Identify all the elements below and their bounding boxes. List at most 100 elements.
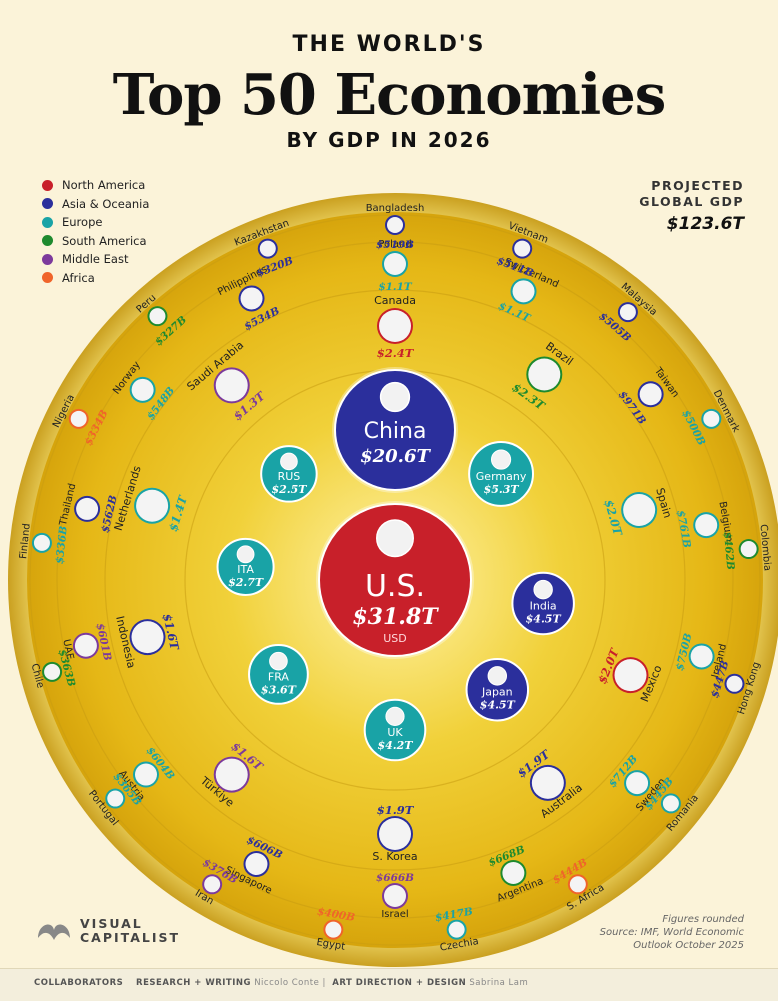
flag-iran bbox=[204, 876, 221, 893]
economy-mexico: Mexico$2.0T bbox=[595, 645, 665, 704]
bubble-fra bbox=[248, 643, 309, 705]
credits-research-role: RESEARCH + WRITING bbox=[136, 978, 251, 988]
label-name-uk: UK bbox=[387, 726, 403, 739]
title-main: Top 50 Economies bbox=[112, 62, 667, 128]
flag-uae bbox=[74, 634, 97, 657]
flag-romania bbox=[662, 795, 679, 812]
legend-item: Middle East bbox=[42, 250, 149, 269]
source-line-3: Outlook October 2025 bbox=[633, 940, 744, 951]
label-value-poland: $1.1T bbox=[378, 281, 413, 293]
economy-uae: UAE $601B bbox=[60, 622, 113, 662]
label-name-india: India bbox=[530, 599, 557, 612]
legend-item: Africa bbox=[42, 269, 149, 288]
flag-norway bbox=[131, 378, 154, 401]
label-name-uae: UAE bbox=[60, 638, 75, 660]
flag-portugal bbox=[107, 790, 124, 807]
economy-japan: Japan$4.5T bbox=[465, 657, 530, 722]
flag-kazakhstan bbox=[259, 240, 276, 257]
global-gdp-label-2: GLOBAL GDP bbox=[639, 194, 744, 209]
flag-uk bbox=[385, 706, 405, 726]
flag-philippines bbox=[240, 287, 263, 310]
bubble-u-s bbox=[318, 503, 472, 657]
flag-nigeria bbox=[70, 410, 87, 427]
legend-item: North America bbox=[42, 176, 149, 195]
credits-design-role: ART DIRECTION + DESIGN bbox=[332, 978, 467, 988]
legend-label: Middle East bbox=[62, 252, 129, 267]
label-name-israel: Israel bbox=[381, 909, 408, 920]
bubble-uk bbox=[363, 698, 427, 762]
brand-word-1: VISUAL bbox=[80, 916, 143, 931]
flag-germany bbox=[490, 449, 512, 470]
label-value-colombia: $462B bbox=[721, 531, 736, 570]
label-name-egypt: Egypt bbox=[316, 937, 346, 953]
flag-japan bbox=[487, 666, 508, 686]
bubble-china bbox=[334, 369, 456, 491]
label-name-canada: Canada bbox=[374, 294, 416, 307]
economy-bangladesh: Bangladesh $519B bbox=[366, 203, 425, 251]
flag-chile bbox=[44, 663, 61, 680]
legend-swatch bbox=[42, 235, 53, 247]
bubble-india bbox=[511, 571, 575, 636]
label-group-canada: Canada $2.4T bbox=[374, 294, 416, 360]
label-value-india: $4.5T bbox=[526, 612, 562, 625]
credits-research-name: Niccolo Conte bbox=[254, 978, 320, 988]
flag-brazil bbox=[528, 358, 561, 391]
flag-egypt bbox=[325, 921, 342, 938]
flag-netherlands bbox=[136, 489, 169, 522]
global-gdp-box: PROJECTED GLOBAL GDP $123.6T bbox=[639, 178, 744, 234]
economy-fra: FRA$3.6T bbox=[248, 643, 309, 705]
label-value-japan: $4.5T bbox=[480, 699, 516, 712]
label-value-s-korea: $1.9T bbox=[377, 803, 415, 817]
legend-label: South America bbox=[62, 233, 147, 248]
legend-item: Asia & Oceania bbox=[42, 195, 149, 214]
subtitle: BY GDP IN 2026 bbox=[286, 128, 492, 152]
economy-israel: Israel $666B bbox=[376, 872, 414, 920]
legend-swatch bbox=[42, 179, 53, 191]
flag-israel bbox=[384, 885, 406, 907]
label-name-s-korea: S. Korea bbox=[372, 850, 417, 863]
flag-argentina bbox=[502, 861, 525, 884]
label-name-japan: Japan bbox=[481, 686, 513, 699]
title-pre: THE WORLD'S bbox=[292, 32, 486, 57]
label-unit: USD bbox=[383, 632, 407, 645]
flag-s-korea bbox=[379, 818, 411, 850]
label-value-bangladesh: $519B bbox=[376, 239, 414, 251]
credits-design-name: Sabrina Lam bbox=[469, 978, 529, 988]
flag-spain bbox=[623, 493, 656, 526]
source-note: Figures rounded Source: IMF, World Econo… bbox=[600, 913, 744, 952]
flag-fra bbox=[269, 651, 288, 671]
economy-india: India$4.5T bbox=[511, 571, 575, 636]
legend-swatch bbox=[42, 198, 53, 210]
label-name-rus: RUS bbox=[278, 470, 301, 483]
economy-colombia: Colombia $462B bbox=[721, 524, 773, 572]
flag-austria bbox=[134, 763, 157, 786]
flag-bangladesh bbox=[387, 217, 403, 233]
economy-poland: Poland $1.1T bbox=[378, 239, 413, 293]
ring-divider-3 bbox=[56, 241, 734, 919]
brand-word-2: CAPITALIST bbox=[80, 930, 181, 945]
credits: COLLABORATORS RESEARCH + WRITING Niccolo… bbox=[34, 978, 529, 988]
legend: North America Asia & Oceania Europe Sout… bbox=[42, 176, 149, 287]
label-value-rus: $2.5T bbox=[271, 483, 307, 496]
label-group-finland: Finland $336B bbox=[18, 523, 70, 565]
flag-poland bbox=[384, 253, 406, 275]
flag-mexico bbox=[614, 659, 647, 692]
flag-malaysia bbox=[619, 304, 636, 321]
economy-u-s: U.S.$31.8T USD bbox=[316, 501, 474, 659]
label-group-israel: Israel $666B bbox=[376, 872, 414, 920]
flag-colombia bbox=[740, 541, 757, 558]
source-line-1: Figures rounded bbox=[662, 914, 744, 925]
flag-s-africa bbox=[569, 876, 586, 893]
flag-taiwan bbox=[639, 383, 662, 406]
label-value-ita: $2.7T bbox=[228, 576, 264, 589]
economy-uk: UK$4.2T bbox=[363, 698, 427, 762]
flag-thailand bbox=[76, 497, 99, 520]
bubble-germany bbox=[468, 440, 535, 507]
ring-divider-2 bbox=[104, 289, 686, 871]
flag-india bbox=[533, 579, 553, 600]
economy-finland: Finland $336B bbox=[18, 523, 70, 565]
label-group-poland: Poland $1.1T bbox=[378, 239, 413, 293]
label-value-finland: $336B bbox=[54, 525, 70, 564]
bubble-ita bbox=[216, 537, 275, 596]
